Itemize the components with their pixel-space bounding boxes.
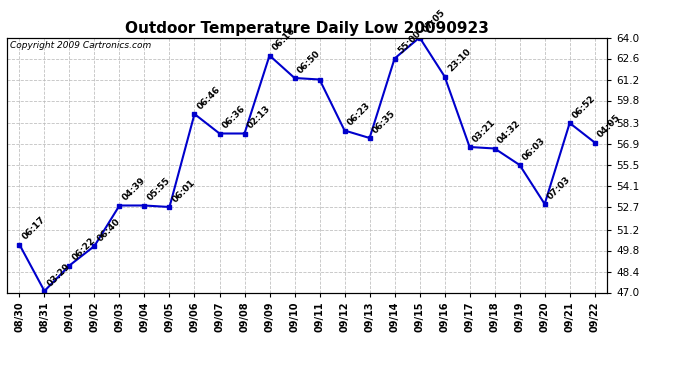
Text: 23:10: 23:10 bbox=[446, 47, 473, 74]
Text: 06:22: 06:22 bbox=[71, 236, 97, 263]
Text: 06:17: 06:17 bbox=[21, 215, 48, 242]
Text: 04:05: 04:05 bbox=[596, 113, 622, 140]
Text: 06:23: 06:23 bbox=[346, 101, 373, 128]
Text: 06:35: 06:35 bbox=[371, 109, 397, 135]
Text: 55:00: 55:00 bbox=[396, 29, 422, 56]
Text: 03:21: 03:21 bbox=[471, 118, 497, 144]
Text: 06:52: 06:52 bbox=[571, 94, 598, 120]
Text: 06:03: 06:03 bbox=[521, 136, 547, 162]
Text: 03:29: 03:29 bbox=[46, 262, 72, 288]
Text: Copyright 2009 Cartronics.com: Copyright 2009 Cartronics.com bbox=[10, 41, 151, 50]
Text: 07:03: 07:03 bbox=[546, 175, 573, 201]
Text: 04:39: 04:39 bbox=[121, 176, 148, 203]
Text: 06:16: 06:16 bbox=[271, 26, 297, 53]
Text: 05:55: 05:55 bbox=[146, 176, 172, 203]
Text: 07:05: 07:05 bbox=[421, 8, 448, 35]
Text: 06:01: 06:01 bbox=[171, 178, 197, 204]
Text: 06:46: 06:46 bbox=[196, 85, 222, 111]
Text: 06:40: 06:40 bbox=[96, 217, 122, 243]
Text: 04:32: 04:32 bbox=[496, 119, 522, 146]
Text: 06:50: 06:50 bbox=[296, 49, 322, 75]
Text: 02:13: 02:13 bbox=[246, 104, 273, 131]
Title: Outdoor Temperature Daily Low 20090923: Outdoor Temperature Daily Low 20090923 bbox=[125, 21, 489, 36]
Text: 06:36: 06:36 bbox=[221, 104, 248, 131]
